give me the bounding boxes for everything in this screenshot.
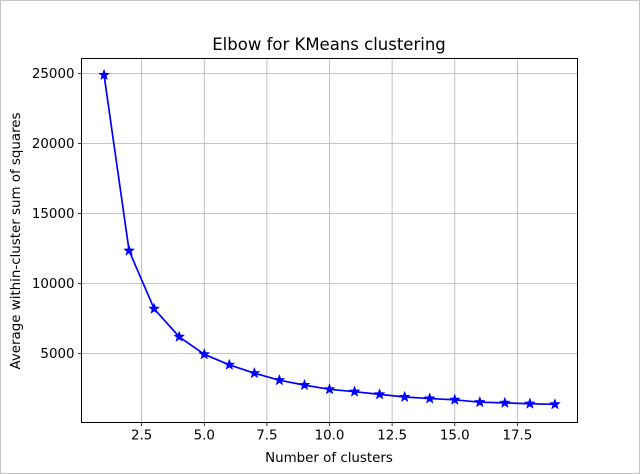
y-tick-label: 25000 — [32, 67, 75, 82]
x-tick-label: 12.5 — [377, 429, 407, 444]
data-point-marker — [373, 388, 386, 400]
axes-box — [81, 58, 578, 423]
data-point-marker — [148, 302, 161, 314]
data-point-marker — [323, 382, 336, 395]
x-tick-label: 2.5 — [131, 429, 152, 444]
x-axis-label: Number of clusters — [265, 451, 393, 466]
y-tick-label: 10000 — [32, 277, 75, 292]
x-tick-label: 17.5 — [502, 429, 532, 444]
data-point-marker — [448, 393, 461, 405]
data-point-marker — [423, 392, 436, 404]
data-point-marker — [473, 395, 486, 408]
data-point-marker — [498, 396, 511, 409]
y-tick-label: 15000 — [32, 207, 75, 222]
data-point-marker — [173, 330, 186, 342]
data-layer — [98, 68, 561, 410]
y-axis-label: Average within-cluster sum of squares — [9, 112, 24, 369]
data-point-marker — [223, 358, 236, 370]
chart-title: Elbow for KMeans clustering — [212, 35, 446, 54]
grid-layer — [81, 58, 578, 423]
data-point-marker — [198, 347, 211, 360]
x-tick-label: 15.0 — [440, 429, 470, 444]
data-point-marker — [348, 385, 361, 397]
data-point-marker — [98, 68, 111, 81]
data-point-marker — [123, 244, 136, 256]
x-tick-label: 5.0 — [194, 429, 215, 444]
data-point-marker — [248, 366, 261, 379]
y-tick-label: 20000 — [32, 137, 75, 152]
y-tick-label: 5000 — [40, 347, 74, 362]
data-point-marker — [548, 397, 561, 410]
tick-layer: 2.5 5.0 7.5 10.0 12.5 15.0 17.5 5000 10000 15000 2… — [32, 67, 532, 443]
x-tick-label: 10.0 — [315, 429, 345, 444]
data-point-marker — [398, 390, 411, 403]
data-point-marker — [523, 397, 536, 409]
data-point-marker — [298, 378, 311, 391]
x-tick-label: 7.5 — [256, 429, 277, 444]
data-point-marker — [273, 373, 286, 386]
